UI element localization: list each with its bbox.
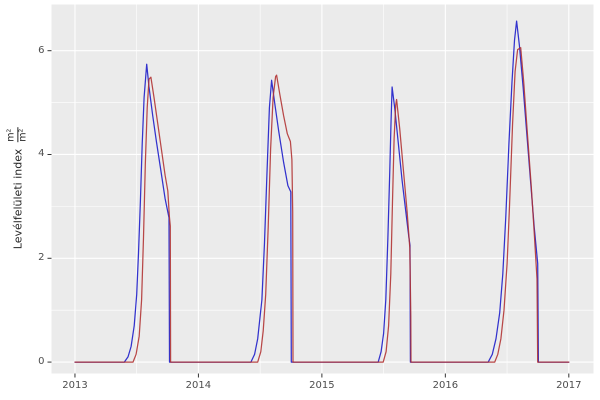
y-axis-title-inner: Levélfelületi index m² m² (5, 127, 30, 250)
y-tick-label: 4 (38, 148, 45, 160)
red-line-series (74, 46, 570, 363)
y-tick-label: 6 (38, 44, 45, 56)
unit-denominator: m² (17, 127, 30, 143)
plot-panel (51, 4, 594, 374)
y-axis-title: Levélfelületi index m² m² (1, 4, 35, 373)
y-tick-label: 0 (38, 356, 45, 368)
x-tick-label: 2013 (62, 379, 88, 391)
x-tick-label: 2015 (309, 379, 335, 391)
x-tick-label: 2016 (432, 379, 459, 391)
unit-numerator: m² (5, 128, 17, 142)
x-tick-label: 2014 (185, 379, 212, 391)
y-axis-unit-fraction: m² m² (5, 127, 30, 143)
y-axis-title-text: Levélfelületi index (11, 148, 25, 250)
y-tick-label: 2 (38, 252, 45, 264)
x-tick-label: 2017 (556, 379, 582, 391)
